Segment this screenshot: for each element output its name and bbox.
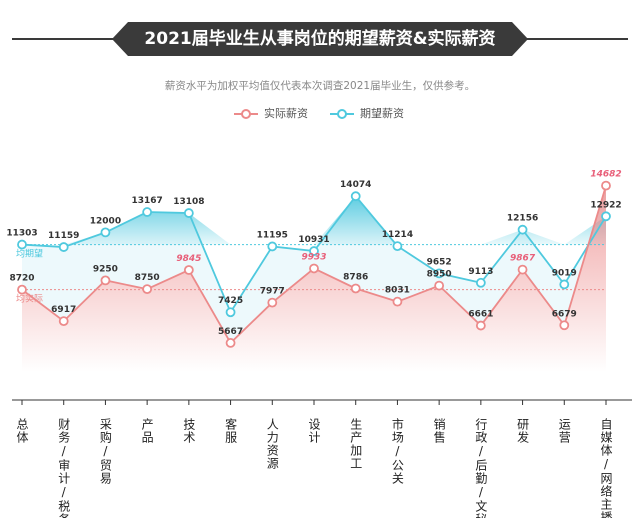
- legend-label-actual: 实际薪资: [264, 107, 308, 120]
- x-tick-label-2: 采购/贸易: [98, 418, 112, 485]
- value-label-expected-3: 13167: [131, 196, 162, 206]
- value-label-actual-0: 8720: [9, 274, 34, 284]
- value-label-expected-12: 12156: [507, 214, 538, 224]
- expected-average-label: 均期望: [16, 248, 43, 260]
- chart-title-banner: 2021届毕业生从事岗位的期望薪资&实际薪资: [112, 22, 528, 56]
- chart-title: 2021届毕业生从事岗位的期望薪资&实际薪资: [144, 29, 496, 49]
- point-expected-1: [58, 242, 69, 252]
- value-label-expected-13: 9019: [552, 268, 577, 278]
- value-label-expected-2: 12000: [90, 216, 121, 226]
- point-actual-12: [517, 264, 528, 275]
- point-actual-14: [601, 180, 611, 191]
- title-banner-body: [128, 22, 512, 56]
- point-actual-9: [392, 296, 403, 307]
- point-expected-9: [392, 241, 403, 252]
- value-label-expected-0: 11303: [6, 229, 37, 239]
- value-label-actual-4: 9845: [176, 254, 201, 264]
- value-label-actual-9: 8031: [385, 286, 410, 296]
- point-actual-7: [309, 263, 319, 274]
- value-label-actual-2: 9250: [93, 264, 118, 274]
- x-tick-label-11: 行政/后勤/文秘: [474, 418, 488, 518]
- value-label-actual-10: 8950: [427, 270, 452, 280]
- x-tick-label-0: 总体: [15, 418, 29, 444]
- point-actual-11: [475, 320, 486, 331]
- value-label-expected-10: 9652: [427, 257, 452, 267]
- chart-legend: 实际薪资 期望薪资: [0, 106, 640, 122]
- x-tick-label-1: 财务/审计/税务: [57, 418, 71, 518]
- value-label-expected-11: 9113: [468, 267, 493, 277]
- value-label-actual-7: 9933: [301, 252, 326, 262]
- title-banner-left-cap: [112, 22, 128, 56]
- value-label-actual-5: 5667: [218, 327, 243, 337]
- value-label-expected-7: 10931: [298, 235, 329, 245]
- x-tick-label-3: 产品: [140, 418, 154, 444]
- legend-marker-expected: [337, 109, 347, 119]
- value-label-expected-14: 12922: [590, 200, 621, 210]
- point-expected-3: [142, 207, 153, 217]
- point-expected-12: [517, 224, 528, 235]
- value-label-expected-1: 11159: [48, 231, 79, 241]
- point-actual-3: [142, 284, 153, 295]
- point-expected-0: [17, 239, 27, 250]
- legend-label-expected: 期望薪资: [360, 107, 404, 120]
- value-label-actual-13: 6679: [552, 309, 577, 319]
- x-tick-label-13: 运营: [557, 418, 571, 444]
- value-label-actual-1: 6917: [51, 305, 76, 315]
- actual-average-label: 均实际: [16, 293, 43, 305]
- title-rule-left: [12, 38, 118, 40]
- value-label-actual-12: 9867: [510, 254, 536, 264]
- point-actual-4: [183, 265, 194, 275]
- value-label-actual-6: 7977: [260, 287, 285, 297]
- point-expected-2: [100, 227, 111, 238]
- x-tick-label-12: 研发: [516, 418, 530, 444]
- point-actual-2: [100, 275, 111, 286]
- point-actual-5: [225, 338, 236, 348]
- x-tick-label-8: 生产加工: [349, 418, 363, 470]
- expected-area-fill: [22, 196, 606, 245]
- legend-marker-actual: [241, 109, 251, 119]
- x-tick-label-9: 市场/公关: [390, 417, 404, 485]
- point-expected-7: [309, 246, 319, 256]
- point-expected-8: [350, 191, 361, 202]
- point-expected-4: [183, 208, 194, 218]
- point-expected-5: [225, 307, 236, 318]
- actual-area-fill: [22, 185, 606, 372]
- point-expected-14: [601, 211, 611, 222]
- title-banner-right-cap: [512, 22, 528, 56]
- x-tick-label-10: 销售: [432, 418, 446, 444]
- x-tick-label-7: 设计: [307, 418, 321, 444]
- point-actual-10: [434, 280, 445, 291]
- value-label-expected-6: 11195: [257, 230, 288, 240]
- point-actual-8: [350, 283, 361, 294]
- value-label-actual-11: 6661: [468, 310, 493, 320]
- point-actual-0: [17, 284, 27, 295]
- point-expected-10: [434, 268, 445, 279]
- point-actual-6: [267, 297, 278, 308]
- point-expected-13: [559, 279, 570, 290]
- value-label-actual-14: 14682: [590, 170, 621, 180]
- x-tick-label-4: 技术: [182, 418, 196, 444]
- chart-subtitle: 薪资水平为加权平均值仅代表本次调查2021届毕业生，仅供参考。: [164, 80, 476, 92]
- value-label-expected-5: 7425: [218, 296, 243, 306]
- x-tick-label-6: 人力资源: [265, 418, 279, 470]
- point-expected-6: [267, 241, 278, 252]
- x-tick-label-5: 客服: [224, 417, 238, 444]
- title-rule-right: [522, 38, 628, 40]
- value-label-actual-8: 8786: [343, 272, 368, 282]
- point-actual-13: [559, 320, 570, 331]
- value-label-expected-8: 14074: [340, 180, 371, 190]
- value-label-actual-3: 8750: [135, 273, 160, 283]
- value-label-expected-9: 11214: [382, 230, 413, 240]
- value-label-expected-4: 13108: [173, 197, 204, 207]
- x-tick-label-14: 自媒体/网络主播: [599, 418, 613, 518]
- point-expected-11: [475, 277, 486, 288]
- point-actual-1: [58, 316, 69, 326]
